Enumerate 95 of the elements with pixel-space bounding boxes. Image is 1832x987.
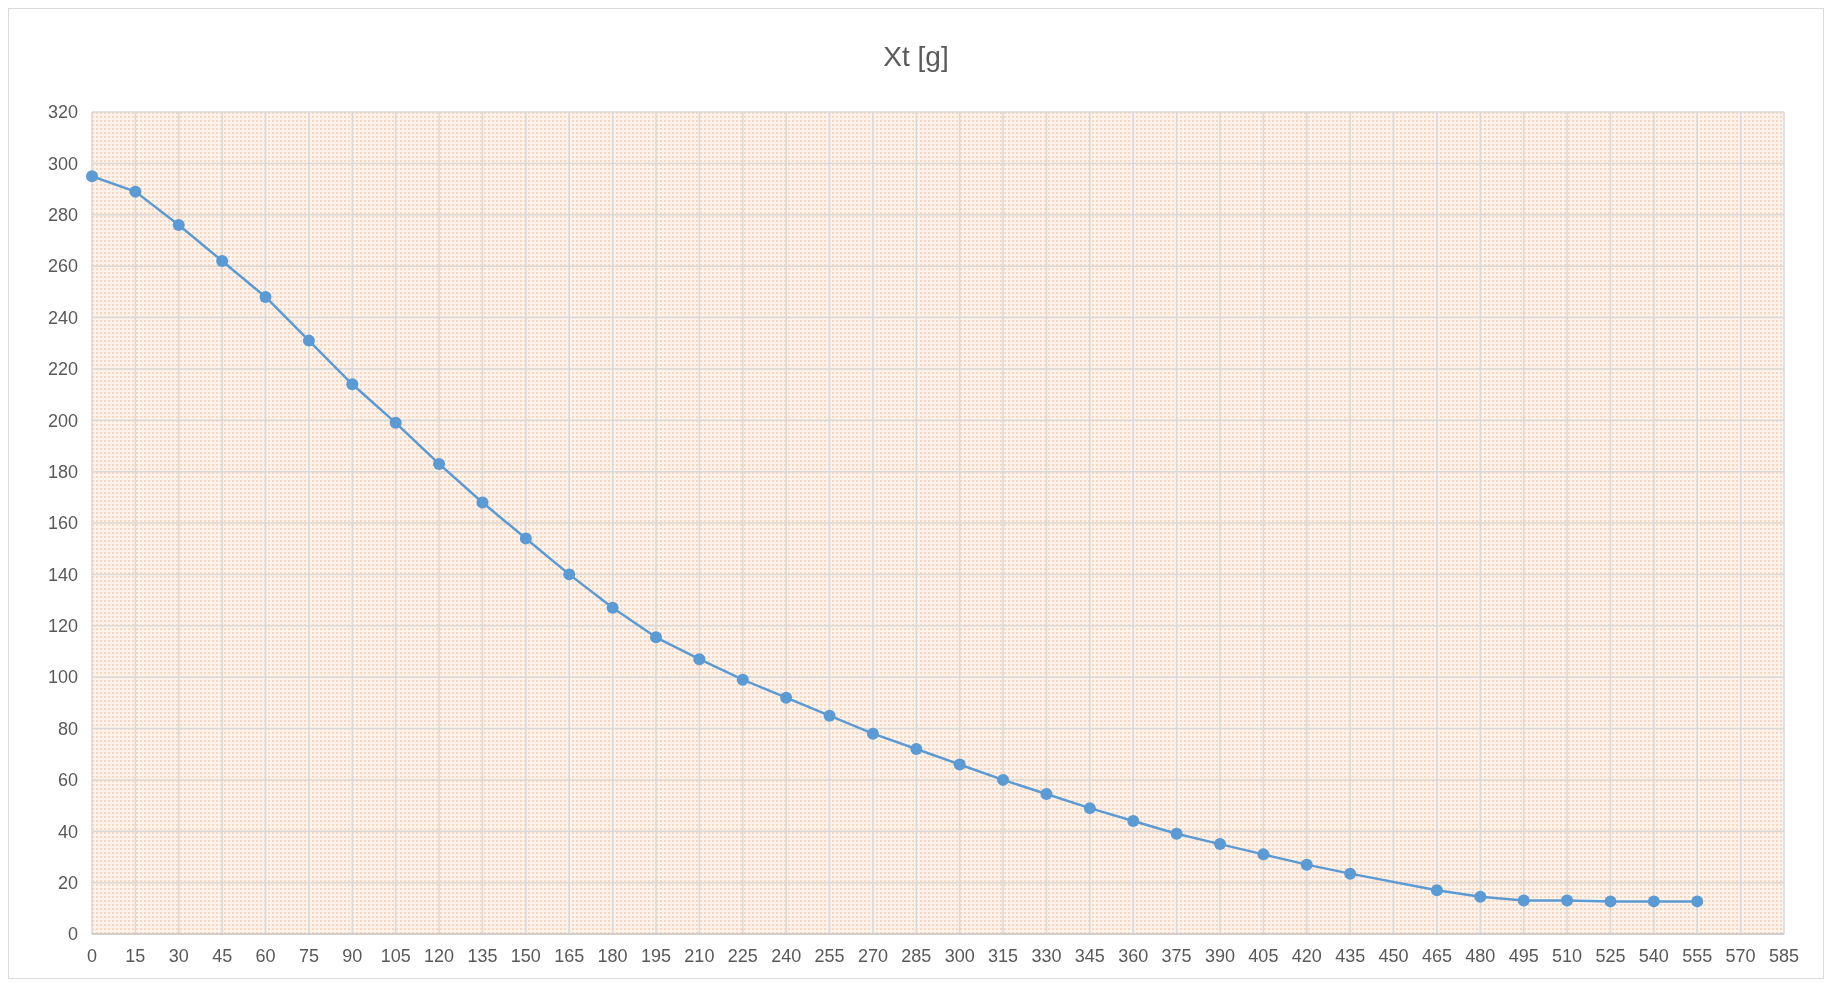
x-tick-label: 300: [944, 946, 975, 966]
point: [1474, 890, 1487, 903]
y-tick-label: 60: [57, 770, 78, 791]
point: [259, 290, 272, 303]
x-tick-label: 345: [1074, 946, 1105, 966]
x-tick-label: 555: [1682, 946, 1713, 966]
x-tick-label: 585: [1768, 946, 1800, 966]
y-tick-label: 160: [47, 513, 78, 534]
point: [1691, 895, 1704, 908]
point: [1517, 894, 1530, 907]
point: [1300, 858, 1313, 871]
y-tick-label: 0: [67, 924, 78, 945]
x-tick-label: 90: [342, 946, 363, 966]
x-tick-label: 180: [597, 946, 628, 966]
x-tick-label: 450: [1378, 946, 1409, 966]
x-tick-label: 165: [554, 946, 585, 966]
x-tick-label: 480: [1465, 946, 1496, 966]
point: [953, 758, 966, 771]
point: [1040, 788, 1053, 800]
x-tick-label: 105: [380, 946, 411, 966]
x-tick-label: 570: [1725, 946, 1756, 966]
x-tick-label: 270: [857, 946, 888, 966]
x-tick-label: 120: [424, 946, 455, 966]
x-tick-label: 225: [727, 946, 758, 966]
y-tick-label: 280: [47, 205, 78, 226]
x-tick-label: 15: [125, 946, 146, 966]
x-tick-label: 360: [1118, 946, 1149, 966]
y-tick-label: 180: [47, 461, 78, 482]
point: [476, 496, 489, 509]
point: [1127, 814, 1140, 827]
point: [1561, 894, 1574, 907]
point: [216, 254, 229, 267]
point: [346, 378, 359, 391]
point: [780, 691, 793, 704]
point: [1604, 895, 1617, 908]
x-tick-label: 420: [1291, 946, 1322, 966]
y-tick-label: 120: [47, 616, 78, 637]
point: [1257, 848, 1270, 861]
x-tick-label: 75: [298, 946, 319, 966]
x-tick-label: 315: [988, 946, 1019, 966]
y-tick-label: 200: [47, 410, 78, 431]
point: [563, 568, 576, 581]
x-tick-label: 195: [640, 946, 672, 966]
y-tick-label: 300: [47, 153, 78, 174]
x-tick-label: 135: [467, 946, 498, 966]
point: [736, 673, 749, 686]
y-tick-label: 240: [47, 307, 78, 328]
point: [302, 334, 315, 347]
x-tick-label: 210: [684, 946, 715, 966]
point: [519, 532, 532, 545]
point: [86, 170, 98, 183]
point: [1083, 802, 1096, 815]
point: [433, 457, 446, 470]
x-tick-label: 465: [1421, 946, 1452, 966]
y-tick-label: 80: [57, 718, 78, 739]
point: [389, 416, 402, 429]
x-tick-label: 330: [1031, 946, 1062, 966]
x-tick-label: 435: [1335, 946, 1366, 966]
x-tick-label: 525: [1595, 946, 1626, 966]
x-tick-label: 495: [1508, 946, 1539, 966]
point: [1214, 838, 1226, 851]
y-tick-label: 40: [57, 821, 78, 842]
point: [1430, 884, 1443, 897]
x-tick-label: 30: [168, 946, 189, 966]
x-tick-label: 540: [1638, 946, 1669, 966]
x-tick-label: 60: [255, 946, 276, 966]
point: [1344, 867, 1357, 880]
x-tick-label: 45: [212, 946, 233, 966]
point: [997, 773, 1010, 786]
x-tick-label: 0: [86, 946, 98, 966]
y-tick-label: 20: [57, 872, 78, 893]
point: [1647, 895, 1660, 908]
y-tick-label: 220: [47, 359, 78, 380]
chart-title: Xt [g]: [883, 41, 949, 72]
point: [866, 727, 879, 740]
x-tick-label: 510: [1552, 946, 1583, 966]
x-tick-label: 375: [1161, 946, 1192, 966]
point: [650, 631, 662, 644]
y-tick-label: 260: [47, 256, 78, 277]
x-tick-label: 285: [901, 946, 932, 966]
x-tick-label: 255: [814, 946, 845, 966]
x-tick-label: 150: [510, 946, 541, 966]
point: [1170, 827, 1183, 840]
point: [172, 219, 185, 232]
x-tick-label: 240: [771, 946, 802, 966]
y-tick-label: 320: [47, 102, 78, 123]
point: [823, 709, 836, 722]
point: [910, 743, 923, 756]
point: [129, 185, 142, 198]
point: [606, 601, 619, 614]
y-tick-label: 140: [47, 564, 78, 585]
x-tick-label: 405: [1248, 946, 1279, 966]
x-tick-label: 390: [1204, 946, 1236, 966]
point: [693, 653, 706, 666]
y-tick-label: 100: [47, 667, 78, 688]
